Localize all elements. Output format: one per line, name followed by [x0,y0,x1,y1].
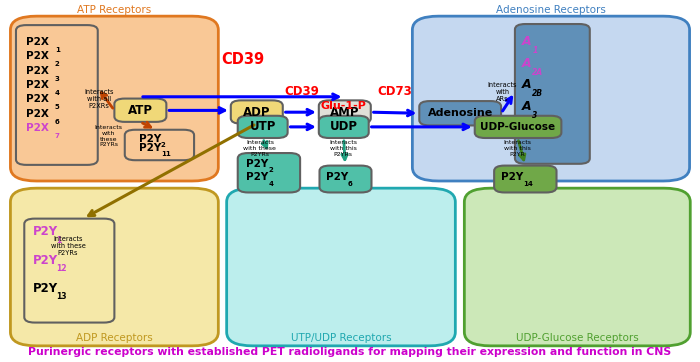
Text: Interacts
with this
P2YRs: Interacts with this P2YRs [329,140,357,157]
Text: 1: 1 [56,236,62,245]
Text: P2Y: P2Y [139,143,161,153]
Text: P2X: P2X [27,51,49,61]
FancyBboxPatch shape [25,219,114,323]
Text: Purinergic receptors with established PET radioligands for mapping their express: Purinergic receptors with established PE… [29,347,671,357]
Text: 4: 4 [55,90,60,96]
FancyBboxPatch shape [238,153,300,193]
Text: Adenosine: Adenosine [428,108,493,118]
FancyBboxPatch shape [419,101,501,126]
Text: CD39: CD39 [221,52,264,67]
FancyBboxPatch shape [515,24,590,164]
Text: UTP: UTP [249,121,276,133]
FancyBboxPatch shape [475,116,561,138]
Text: 2A: 2A [532,68,543,77]
Text: P2X: P2X [27,123,49,133]
FancyBboxPatch shape [464,188,690,346]
Text: P2X: P2X [27,66,49,76]
Text: 4: 4 [268,181,273,186]
Text: ADP Receptors: ADP Receptors [76,333,153,343]
Text: P2Y: P2Y [246,159,268,169]
Text: Adenosine Receptors: Adenosine Receptors [496,5,606,16]
Text: ADP: ADP [243,106,270,119]
Text: Interacts
with this
P2YR: Interacts with this P2YR [504,140,532,157]
Text: 2: 2 [268,167,273,173]
Text: CD73: CD73 [378,85,412,98]
Text: 2: 2 [55,61,60,67]
Text: ATP Receptors: ATP Receptors [77,5,151,16]
Text: P2X: P2X [27,109,49,119]
Text: P2Y: P2Y [501,172,524,182]
Text: Interacts
with these
P2YRs: Interacts with these P2YRs [50,236,85,256]
Text: P2X: P2X [27,94,49,104]
Text: 12: 12 [56,264,66,273]
Text: CD39: CD39 [284,85,319,98]
Text: 11: 11 [161,151,171,157]
FancyBboxPatch shape [10,16,218,181]
FancyBboxPatch shape [114,98,167,122]
FancyBboxPatch shape [238,116,288,138]
Text: ATP: ATP [127,104,153,117]
Text: A: A [522,100,531,113]
FancyBboxPatch shape [319,165,372,193]
Text: 1: 1 [532,46,538,55]
Text: Interacts
with
ARs: Interacts with ARs [488,82,517,102]
Text: UDP: UDP [330,121,358,133]
Text: Interacts
with these
P2YRs: Interacts with these P2YRs [244,140,276,157]
Text: UTP/UDP Receptors: UTP/UDP Receptors [290,333,391,343]
Text: A: A [522,57,531,70]
Text: P2Y: P2Y [33,226,57,239]
Text: 6: 6 [55,118,60,125]
FancyBboxPatch shape [227,188,455,346]
FancyBboxPatch shape [16,25,98,165]
Text: 6: 6 [348,181,353,186]
FancyBboxPatch shape [10,188,218,346]
Text: 2B: 2B [532,89,543,98]
FancyBboxPatch shape [412,16,690,181]
Text: 7: 7 [55,133,60,139]
Text: P2Y: P2Y [33,282,57,295]
Text: A: A [522,35,531,49]
Text: 14: 14 [524,181,533,186]
Text: 3: 3 [55,76,60,81]
Text: P2Y: P2Y [326,172,348,182]
FancyBboxPatch shape [231,100,283,124]
Text: 2: 2 [161,142,166,148]
Text: Interacts
with
these
P2YRs: Interacts with these P2YRs [94,125,122,147]
Text: P2X: P2X [27,37,49,47]
Text: 1: 1 [55,47,60,53]
FancyBboxPatch shape [125,130,194,160]
Text: Interacts
with all
P2XRs: Interacts with all P2XRs [85,89,114,109]
Text: A: A [522,79,531,92]
FancyBboxPatch shape [318,100,371,124]
Text: 5: 5 [55,104,60,110]
Text: UDP-Glucose: UDP-Glucose [480,122,555,132]
FancyBboxPatch shape [494,165,556,193]
Text: UDP-Glucose Receptors: UDP-Glucose Receptors [516,333,638,343]
Text: P2Y: P2Y [139,134,161,144]
Text: P2Y: P2Y [33,254,57,267]
Text: P2X: P2X [27,80,49,90]
Text: Glu-1-P: Glu-1-P [321,101,367,111]
Text: AMP: AMP [330,106,359,119]
Text: P2Y: P2Y [246,172,268,182]
FancyBboxPatch shape [318,116,369,138]
Text: 13: 13 [56,292,66,301]
Text: 3: 3 [532,111,538,120]
